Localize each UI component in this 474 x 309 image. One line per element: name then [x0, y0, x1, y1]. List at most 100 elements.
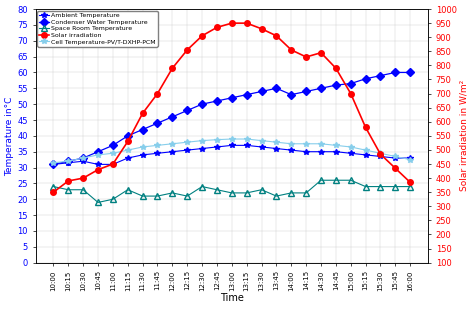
Line: Cell Temperature-PV/T-DXHP-PCM: Cell Temperature-PV/T-DXHP-PCM: [51, 136, 413, 166]
Solar irradiation: [170, 66, 175, 70]
Condenser Water Temperature: [110, 143, 116, 147]
Ambient Temperature: [214, 145, 220, 149]
Space Room Temperature: [214, 188, 220, 192]
Space Room Temperature: [110, 197, 116, 201]
Solar irradiation: [407, 180, 413, 184]
Ambient Temperature: [288, 148, 294, 152]
Space Room Temperature: [155, 194, 160, 198]
Space Room Temperature: [244, 191, 249, 195]
Y-axis label: Solar irradiation in W/m²: Solar irradiation in W/m²: [459, 80, 468, 192]
Solar irradiation: [259, 27, 264, 31]
Ambient Temperature: [95, 163, 101, 166]
Condenser Water Temperature: [80, 156, 86, 160]
Cell Temperature-PV/T-DXHP-PCM: [184, 140, 190, 144]
Ambient Temperature: [140, 153, 146, 157]
Space Room Temperature: [273, 194, 279, 198]
Solar irradiation: [333, 66, 339, 70]
Solar irradiation: [378, 152, 383, 156]
Solar irradiation: [288, 48, 294, 52]
Legend: Ambient Temperature, Condenser Water Temperature, Space Room Temperature, Solar : Ambient Temperature, Condenser Water Tem…: [37, 11, 158, 47]
Cell Temperature-PV/T-DXHP-PCM: [140, 145, 146, 149]
Solar irradiation: [318, 51, 324, 55]
Condenser Water Temperature: [259, 90, 264, 93]
Ambient Temperature: [378, 154, 383, 158]
Space Room Temperature: [184, 194, 190, 198]
Space Room Temperature: [392, 185, 398, 188]
Space Room Temperature: [318, 178, 324, 182]
Solar irradiation: [363, 125, 368, 129]
Space Room Temperature: [288, 191, 294, 195]
Space Room Temperature: [303, 191, 309, 195]
Condenser Water Temperature: [214, 99, 220, 103]
Condenser Water Temperature: [407, 70, 413, 74]
Condenser Water Temperature: [244, 93, 249, 96]
Ambient Temperature: [184, 148, 190, 152]
Space Room Temperature: [348, 178, 354, 182]
Condenser Water Temperature: [184, 109, 190, 112]
Y-axis label: Temperature in°C: Temperature in°C: [6, 96, 15, 176]
Space Room Temperature: [199, 185, 205, 188]
Condenser Water Temperature: [288, 93, 294, 96]
Ambient Temperature: [65, 161, 71, 165]
Condenser Water Temperature: [229, 96, 235, 100]
Ambient Temperature: [392, 156, 398, 160]
Cell Temperature-PV/T-DXHP-PCM: [155, 143, 160, 147]
Line: Space Room Temperature: Space Room Temperature: [51, 177, 413, 205]
Solar irradiation: [65, 179, 71, 183]
Space Room Temperature: [80, 188, 86, 192]
Condenser Water Temperature: [378, 74, 383, 78]
Cell Temperature-PV/T-DXHP-PCM: [51, 161, 56, 165]
Ambient Temperature: [303, 150, 309, 154]
Cell Temperature-PV/T-DXHP-PCM: [80, 156, 86, 160]
X-axis label: Time: Time: [220, 294, 244, 303]
Cell Temperature-PV/T-DXHP-PCM: [214, 138, 220, 142]
Space Room Temperature: [95, 201, 101, 204]
Ambient Temperature: [110, 163, 116, 166]
Cell Temperature-PV/T-DXHP-PCM: [348, 145, 354, 149]
Line: Ambient Temperature: Ambient Temperature: [51, 142, 413, 167]
Condenser Water Temperature: [140, 128, 146, 131]
Solar irradiation: [184, 48, 190, 52]
Space Room Temperature: [378, 185, 383, 188]
Ambient Temperature: [155, 151, 160, 155]
Ambient Temperature: [244, 143, 249, 147]
Cell Temperature-PV/T-DXHP-PCM: [259, 139, 264, 142]
Cell Temperature-PV/T-DXHP-PCM: [125, 148, 131, 152]
Solar irradiation: [155, 92, 160, 95]
Ambient Temperature: [273, 147, 279, 150]
Ambient Temperature: [51, 163, 56, 166]
Space Room Temperature: [140, 194, 146, 198]
Ambient Temperature: [348, 151, 354, 155]
Solar irradiation: [95, 168, 101, 171]
Cell Temperature-PV/T-DXHP-PCM: [392, 154, 398, 158]
Condenser Water Temperature: [318, 87, 324, 90]
Ambient Temperature: [259, 145, 264, 149]
Ambient Temperature: [199, 147, 205, 150]
Ambient Temperature: [407, 156, 413, 160]
Cell Temperature-PV/T-DXHP-PCM: [110, 151, 116, 155]
Cell Temperature-PV/T-DXHP-PCM: [378, 151, 383, 155]
Space Room Temperature: [170, 191, 175, 195]
Space Room Temperature: [229, 191, 235, 195]
Cell Temperature-PV/T-DXHP-PCM: [333, 143, 339, 147]
Cell Temperature-PV/T-DXHP-PCM: [273, 140, 279, 144]
Solar irradiation: [229, 21, 235, 25]
Ambient Temperature: [80, 159, 86, 163]
Solar irradiation: [51, 190, 56, 194]
Space Room Temperature: [333, 178, 339, 182]
Cell Temperature-PV/T-DXHP-PCM: [229, 137, 235, 141]
Condenser Water Temperature: [51, 163, 56, 166]
Condenser Water Temperature: [65, 159, 71, 163]
Condenser Water Temperature: [363, 77, 368, 81]
Ambient Temperature: [170, 150, 175, 154]
Condenser Water Temperature: [125, 134, 131, 138]
Space Room Temperature: [259, 188, 264, 192]
Condenser Water Temperature: [273, 87, 279, 90]
Condenser Water Temperature: [155, 121, 160, 125]
Ambient Temperature: [229, 143, 235, 147]
Condenser Water Temperature: [333, 83, 339, 87]
Cell Temperature-PV/T-DXHP-PCM: [303, 142, 309, 146]
Solar irradiation: [348, 92, 354, 95]
Ambient Temperature: [318, 150, 324, 154]
Space Room Temperature: [51, 185, 56, 188]
